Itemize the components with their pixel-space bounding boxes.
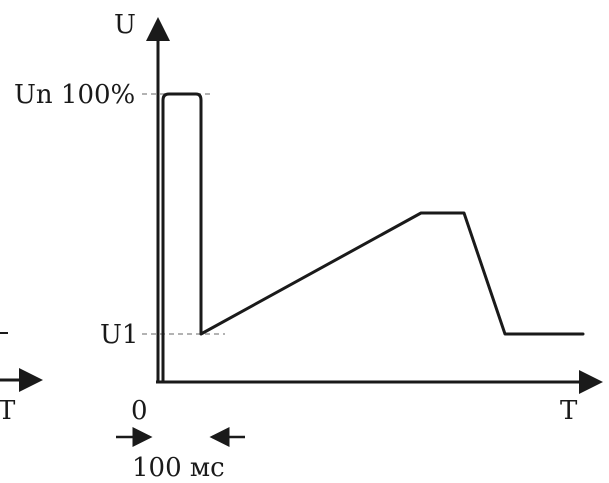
y-axis-label: U xyxy=(114,10,136,40)
x-axis-label: T xyxy=(560,396,578,426)
level-low-label: U1 xyxy=(100,320,139,350)
voltage-waveform xyxy=(161,92,585,384)
origin-label: 0 xyxy=(131,396,148,426)
level-top-label: Un 100% xyxy=(14,80,136,110)
x-axis-left-fragment-label: T xyxy=(0,396,16,426)
duration-label: 100 мс xyxy=(132,453,225,483)
